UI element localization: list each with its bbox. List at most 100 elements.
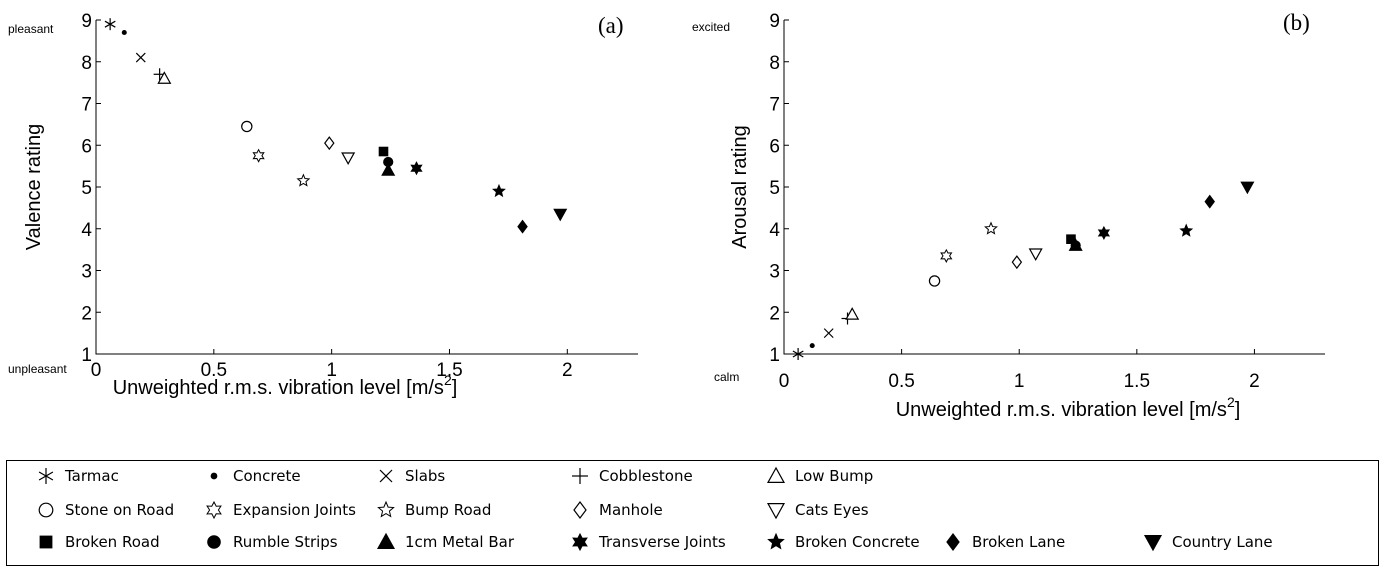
- square-filled-icon: [39, 535, 53, 549]
- star-open-icon: [377, 500, 395, 518]
- legend-label: Concrete: [233, 467, 301, 485]
- y-tick-label: 5: [769, 178, 780, 199]
- legend-label: Bump Road: [405, 501, 492, 519]
- panel-label: (a): [598, 13, 624, 38]
- x-tick-label: 2: [1249, 371, 1260, 392]
- legend-label: Transverse Joints: [599, 533, 726, 551]
- y-tick-label: 9: [769, 11, 780, 32]
- data-point-transverse-joints: [1097, 225, 1111, 241]
- data-point-broken-lane: [1204, 194, 1215, 209]
- y-bottom-anchor-label: calm: [714, 370, 739, 384]
- legend-label: Broken Road: [65, 533, 160, 551]
- data-point-broken-lane: [517, 219, 528, 234]
- data-point-low-bump: [845, 307, 860, 320]
- data-point-country-lane: [553, 208, 568, 222]
- triangle-up-open-icon: [766, 466, 786, 483]
- data-point-stone-on-road: [928, 275, 941, 287]
- legend-label: Broken Concrete: [795, 533, 920, 551]
- x-tick-label: 1: [326, 360, 337, 381]
- y-axis-label: Valence rating: [23, 124, 45, 250]
- data-point-rumble-strips: [383, 156, 394, 168]
- y-tick-label: 3: [769, 262, 780, 283]
- y-tick-label: 5: [81, 178, 92, 199]
- triangle-down-open-icon: [766, 502, 786, 520]
- data-point-manhole: [324, 136, 335, 151]
- data-point-1cm-metal-bar: [1068, 238, 1083, 251]
- y-tick-label: 4: [81, 220, 92, 241]
- small-dot-icon: [210, 472, 218, 480]
- y-tick-label: 7: [769, 95, 780, 116]
- y-tick-label: 9: [81, 11, 92, 32]
- legend-item-rumble-strips: Rumble Strips: [203, 531, 338, 553]
- circle-filled-icon: [207, 535, 221, 549]
- legend-label: Slabs: [405, 467, 446, 485]
- legend-label: Country Lane: [1172, 533, 1273, 551]
- legend-item-expansion-joints: Expansion Joints: [203, 499, 356, 521]
- x-tick-label: 2: [562, 360, 573, 381]
- data-point-broken-concrete: [492, 183, 506, 198]
- legend-item-tarmac: Tarmac: [35, 465, 119, 487]
- y-axis-label: Arousal rating: [729, 125, 751, 248]
- star-filled-icon: [767, 532, 785, 550]
- legend-item-cobblestone: Cobblestone: [569, 465, 693, 487]
- axes-frame: [95, 20, 638, 355]
- x-tick-label: 0.5: [888, 371, 914, 392]
- legend-label: Stone on Road: [65, 501, 175, 519]
- circle-open-icon: [38, 502, 54, 518]
- data-point-slabs: [135, 52, 146, 63]
- chart-area: 1 2 3 4 5 6 7 8 9 0 0.5 1 1.5 2 pleasant unpleasant Vale…: [8, 10, 1325, 421]
- data-point-tarmac: [104, 18, 116, 31]
- data-point-manhole: [1011, 255, 1023, 270]
- x-tick-label: 0: [779, 371, 790, 392]
- legend-label: Cobblestone: [599, 467, 693, 485]
- legend-item-concrete: Concrete: [203, 465, 301, 487]
- legend-label: 1cm Metal Bar: [405, 533, 514, 551]
- y-tick-label: 2: [81, 303, 92, 324]
- y-tick-label: 1: [769, 345, 780, 366]
- legend-item-slabs: Slabs: [375, 465, 445, 487]
- diamond-open-icon: [573, 501, 587, 519]
- data-point-transverse-joints: [410, 161, 423, 176]
- data-point-bump-road: [984, 221, 998, 235]
- data-point-tarmac: [792, 348, 804, 360]
- data-point-stone-on-road: [241, 120, 253, 133]
- y-tick-label: 4: [769, 220, 780, 241]
- data-point-broken-road: [378, 146, 389, 157]
- data-point-cats-eyes: [341, 152, 356, 166]
- cross-x-icon: [379, 469, 393, 483]
- legend-item-1cm-metal-bar: 1cm Metal Bar: [375, 531, 514, 553]
- diamond-filled-icon: [946, 533, 960, 551]
- data-point-cats-eyes: [1028, 248, 1043, 262]
- data-point-1cm-metal-bar: [381, 163, 396, 176]
- x-tick-label: 1: [1014, 371, 1025, 392]
- legend-label: Tarmac: [65, 467, 119, 485]
- y-top-anchor-label: pleasant: [8, 22, 54, 36]
- y-tick-label: 3: [81, 262, 92, 283]
- data-point-broken-concrete: [1179, 223, 1194, 237]
- data-point-expansion-joints: [252, 148, 265, 163]
- asterisk-icon: [38, 468, 54, 484]
- y-tick-label: 2: [769, 303, 780, 324]
- y-tick-label: 8: [769, 53, 780, 74]
- legend-item-country-lane: Country Lane: [1142, 531, 1273, 553]
- legend-label: Cats Eyes: [795, 501, 869, 519]
- x-tick-label: 1.5: [1124, 371, 1150, 392]
- data-point-broken-road: [1066, 234, 1076, 244]
- y-tick-label: 6: [769, 136, 780, 157]
- y-bottom-anchor-label: unpleasant: [8, 362, 67, 376]
- data-point-low-bump: [157, 71, 172, 84]
- data-point-slabs: [823, 328, 834, 339]
- y-tick-label: 6: [81, 136, 92, 157]
- legend-item-manhole: Manhole: [569, 499, 663, 521]
- y-tick-label: 1: [81, 345, 92, 366]
- x-axis-label: Unweighted r.m.s. vibration level [m/s2]: [896, 394, 1241, 421]
- legend-label: Expansion Joints: [233, 501, 356, 519]
- legend-item-low-bump: Low Bump: [765, 465, 873, 487]
- legend-item-broken-concrete: Broken Concrete: [765, 531, 920, 553]
- legend-label: Manhole: [599, 501, 663, 519]
- x-axis-label: Unweighted r.m.s. vibration level [m/s2]: [113, 372, 458, 399]
- x-tick-label: 1.5: [436, 360, 462, 381]
- chart-panel-valence: 1 2 3 4 5 6 7 8 9 0 0.5 1 1.5 2 pleasant unpleasant Vale…: [8, 11, 638, 399]
- legend-item-broken-lane: Broken Lane: [942, 531, 1065, 553]
- legend-item-broken-road: Broken Road: [35, 531, 160, 553]
